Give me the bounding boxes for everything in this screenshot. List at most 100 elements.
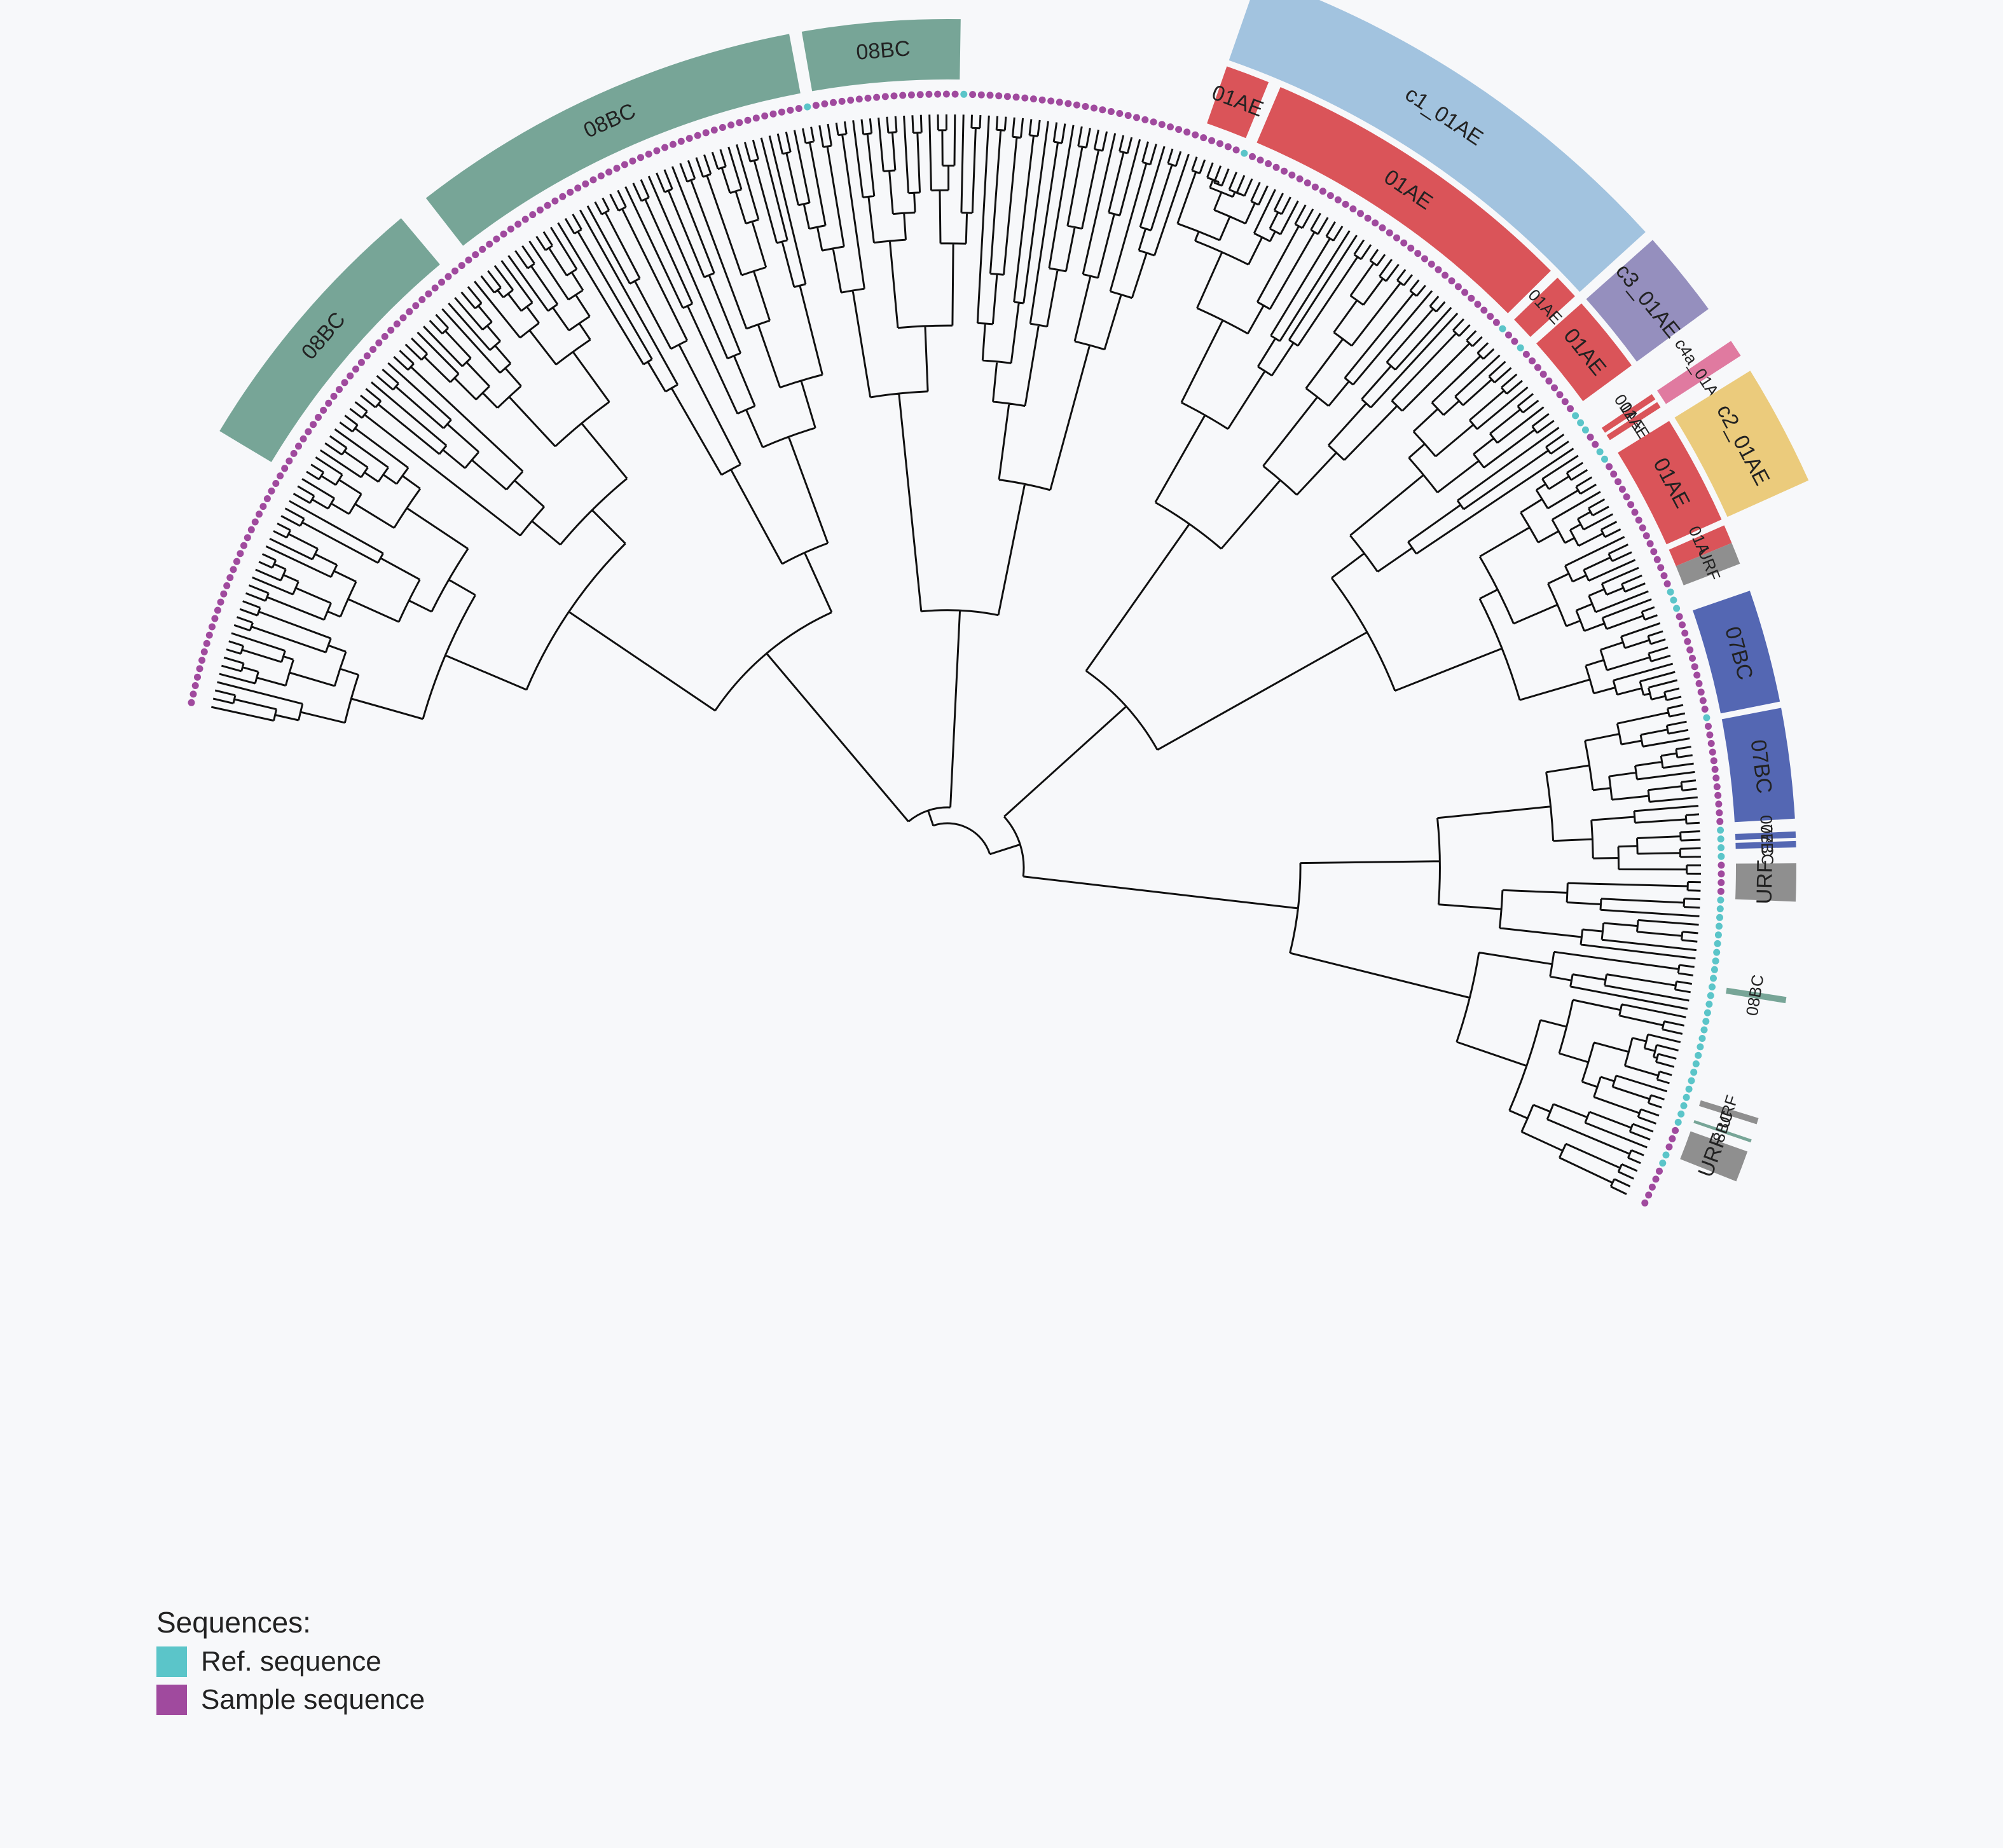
subtype-segment xyxy=(1514,277,1575,337)
sample-sequence-marker xyxy=(1610,470,1618,478)
legend-item-sample: Sample sequence xyxy=(156,1684,425,1716)
sample-sequence-marker xyxy=(1357,210,1364,217)
sample-sequence-marker xyxy=(1158,121,1166,128)
sample-sequence-marker xyxy=(244,534,251,542)
ref-sequence-marker xyxy=(960,90,968,98)
sample-sequence-marker xyxy=(685,135,693,142)
sample-sequence-marker xyxy=(1716,809,1723,817)
ref-sequence-marker xyxy=(1717,826,1724,834)
sample-sequence-marker xyxy=(1534,364,1541,371)
sample-sequence-marker xyxy=(486,240,493,248)
sample-sequence-marker xyxy=(1288,171,1296,179)
sample-sequence-marker xyxy=(951,90,959,98)
sample-sequence-marker xyxy=(1073,101,1080,109)
sample-sequence-marker xyxy=(1133,114,1140,121)
sample-sequence-marker xyxy=(881,93,889,100)
sample-sequence-marker xyxy=(1167,123,1174,131)
sample-sequence-marker xyxy=(1428,261,1435,268)
sample-sequence-marker xyxy=(1349,205,1357,213)
sample-sequence-marker xyxy=(847,97,855,104)
sample-sequence-marker xyxy=(290,449,298,457)
sample-sequence-marker xyxy=(479,245,486,253)
sample-sequence-marker xyxy=(855,95,863,103)
sample-sequence-marker xyxy=(493,235,500,243)
sample-sequence-marker xyxy=(1265,160,1272,167)
sample-sequence-marker xyxy=(259,503,267,510)
subtype-segment xyxy=(1601,394,1656,433)
ref-sequence-marker xyxy=(1714,940,1721,947)
sample-sequence-marker xyxy=(1393,234,1400,242)
sample-sequence-marker xyxy=(795,105,802,113)
sample-sequence-marker xyxy=(336,386,343,394)
sample-sequence-marker xyxy=(621,161,628,168)
subtype-label: 07BC xyxy=(1756,815,1777,857)
sample-sequence-marker xyxy=(1099,106,1106,114)
ref-sequence-marker xyxy=(1704,1009,1711,1016)
sample-sequence-marker xyxy=(203,640,210,647)
sample-sequence-marker xyxy=(1545,377,1553,385)
subtype-segment xyxy=(1536,303,1632,401)
ref-sequence-marker xyxy=(1683,1093,1690,1101)
ref-sequence-marker xyxy=(1707,992,1714,999)
ref-sequence-marker xyxy=(1709,983,1716,990)
subtype-segment xyxy=(1735,863,1796,902)
ref-sequence-marker xyxy=(1712,957,1719,965)
sample-sequence-marker xyxy=(387,326,395,334)
sample-sequence-marker xyxy=(1706,731,1714,739)
sample-sequence-marker xyxy=(778,108,785,116)
ref-sequence-marker xyxy=(1714,931,1722,939)
subtype-ring: 08BC08BC08BC01AE01AE01AE01AE01AE01AE01AE… xyxy=(219,18,1796,1182)
sample-sequence-marker xyxy=(899,92,907,99)
sample-sequence-marker xyxy=(574,184,582,192)
ref-sequence-marker xyxy=(1700,1026,1708,1034)
sample-sequence-marker xyxy=(1256,156,1264,164)
sample-sequence-marker xyxy=(1665,1143,1673,1151)
subtype-segment xyxy=(1735,840,1796,849)
sample-sequence-marker xyxy=(1454,283,1462,291)
sample-sequence-marker xyxy=(1529,357,1536,365)
sample-sequence-marker xyxy=(1684,638,1691,645)
legend-item-ref: Ref. sequence xyxy=(156,1646,425,1678)
sample-sequence-marker xyxy=(191,682,199,689)
ref-sequence-marker xyxy=(1499,325,1506,332)
sample-sequence-marker xyxy=(1012,93,1020,101)
sample-sequence-marker xyxy=(719,124,726,131)
sample-sequence-marker xyxy=(1635,516,1642,524)
sample-sequence-marker xyxy=(529,211,537,219)
ref-sequence-marker xyxy=(1581,426,1589,434)
sample-sequence-marker xyxy=(1107,108,1115,115)
ref-sequence-marker xyxy=(1659,1160,1667,1167)
ref-sequence-marker xyxy=(1662,1151,1670,1159)
ref-sequence-marker xyxy=(1577,419,1585,427)
subtype-segment xyxy=(1207,66,1269,139)
sample-sequence-marker xyxy=(1505,331,1512,339)
sample-sequence-marker xyxy=(230,566,237,573)
sample-sequence-marker xyxy=(200,648,208,655)
sample-sequence-marker xyxy=(1038,96,1046,104)
sample-sequence-marker xyxy=(1701,706,1709,713)
sample-sequence-marker xyxy=(544,202,551,209)
subtype-segment xyxy=(1618,421,1722,545)
ref-sequence-marker xyxy=(1697,1043,1704,1051)
sample-sequence-marker xyxy=(465,256,472,264)
sample-sequence-marker xyxy=(1249,153,1256,160)
sample-sequence-marker xyxy=(1561,398,1569,406)
sample-sequence-marker xyxy=(1539,371,1547,378)
sample-sequence-marker xyxy=(727,121,735,129)
sample-sequence-marker xyxy=(1319,188,1326,195)
subtype-segment xyxy=(219,218,440,462)
sample-sequence-marker xyxy=(431,284,439,292)
sample-sequence-marker xyxy=(1029,95,1037,103)
sample-sequence-marker xyxy=(669,140,677,148)
sample-sequence-marker xyxy=(251,518,259,526)
sample-sequence-marker xyxy=(188,699,195,706)
sample-sequence-marker xyxy=(1551,384,1558,392)
sample-sequence-marker xyxy=(1657,564,1665,572)
sample-sequence-marker xyxy=(694,132,701,139)
subtype-segment xyxy=(801,18,961,92)
sample-sequence-marker xyxy=(412,302,420,310)
sample-sequence-marker xyxy=(1713,783,1721,791)
legend-label-ref: Ref. sequence xyxy=(201,1646,382,1677)
sample-sequence-marker xyxy=(1714,791,1722,799)
